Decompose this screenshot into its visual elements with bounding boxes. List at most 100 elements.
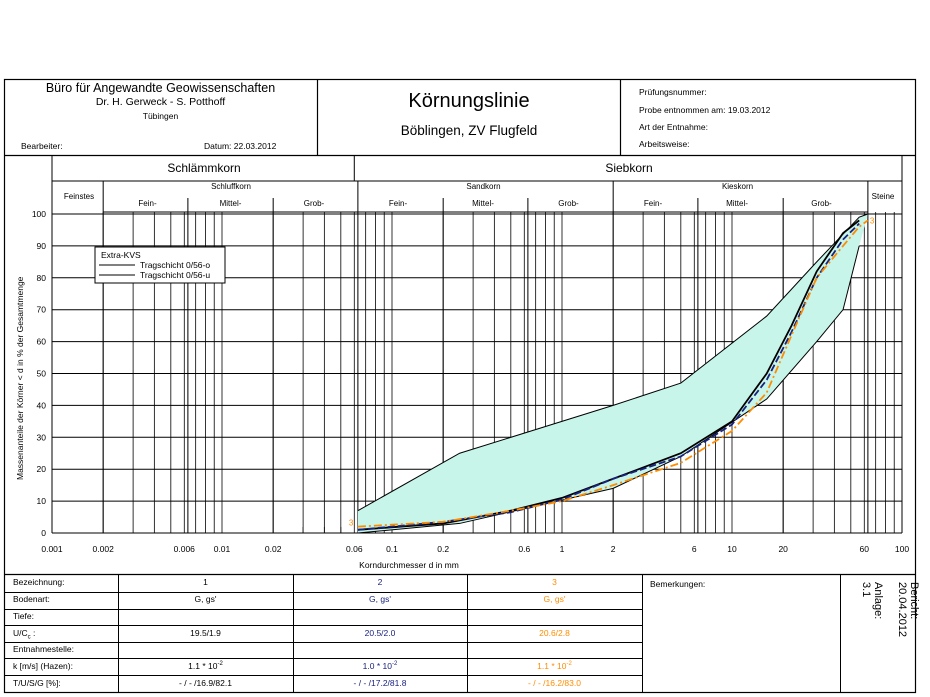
schluff-mittel-label: Mittel-	[219, 199, 242, 208]
legend-entry: Tragschicht 0/56-o	[140, 260, 210, 270]
table-cell: 1	[203, 577, 208, 587]
x-tick-label: 0.2	[437, 544, 449, 554]
x-tick-label: 0.002	[93, 544, 115, 554]
x-tick-label: 0.06	[346, 544, 363, 554]
test-number-label: Prüfungsnummer:	[639, 87, 707, 97]
page-title: Körnungslinie	[408, 90, 530, 112]
table-row-label: k [m/s] (Hazen):	[13, 661, 73, 671]
remarks-label: Bemerkungen:	[650, 579, 706, 589]
kies-grob-label: Grob-	[811, 199, 832, 208]
table-cell: G, gs'	[543, 594, 566, 604]
table-row-label: Bezeichnung:	[13, 577, 65, 587]
table-cell: G, gs'	[194, 594, 217, 604]
y-tick-label: 30	[37, 432, 47, 442]
envelope-lower-line	[357, 245, 860, 534]
schluff-fein-label: Fein-	[138, 199, 157, 208]
uc-subscript: c	[27, 634, 31, 641]
y-tick-label: 80	[37, 273, 47, 283]
kieskorn-label: Kieskorn	[721, 182, 754, 191]
date-label: Datum: 22.03.2012	[204, 141, 277, 151]
org-city: Tübingen	[142, 111, 179, 121]
report-label: Bericht:	[908, 582, 920, 620]
series-label-end: 3	[870, 216, 875, 225]
x-tick-label: 1	[560, 544, 565, 554]
x-tick-label: 0.6	[518, 544, 530, 554]
sample-taken-label: Probe entnommen am: 19.03.2012	[639, 105, 771, 115]
org-people: Dr. H. Gerweck - S. Potthoff	[95, 96, 226, 108]
table-cell: - / - /17.2/81.8	[353, 678, 407, 688]
x-axis-title: Korndurchmesser d in mm	[0, 561, 930, 570]
table-row-label: U/Cc :	[13, 628, 36, 641]
schluff-grob-label: Grob-	[303, 199, 325, 208]
report-date: 20.04.2012	[896, 582, 908, 638]
table-cell: 1.1 * 10-2	[188, 661, 223, 671]
k-exponent: -2	[217, 661, 223, 668]
series-line-3	[357, 219, 869, 528]
kies-mittel-label: Mittel-	[726, 199, 748, 208]
table-cell: 2	[377, 577, 383, 587]
x-tick-label: 6	[692, 544, 697, 554]
y-tick-label: 0	[41, 528, 46, 538]
k-exponent: -2	[566, 661, 572, 668]
feinstes-label: Feinstes	[63, 192, 95, 201]
schlaemmkorn-header: Schlämmkorn	[167, 161, 241, 175]
series-line-2	[357, 222, 860, 531]
page-subtitle: Böblingen, ZV Flugfeld	[400, 123, 538, 138]
sand-grob-label: Grob-	[558, 199, 579, 208]
envelope-upper-line	[357, 213, 869, 512]
annex-label: Anlage:	[872, 582, 884, 620]
x-tick-label: 0.1	[386, 544, 398, 554]
x-tick-label: 100	[895, 544, 909, 554]
x-tick-label: 0.006	[174, 544, 196, 554]
annex-value: 3.1	[860, 582, 872, 598]
series-line-1	[357, 219, 860, 531]
y-tick-label: 60	[37, 337, 47, 347]
table-row-label: Bodenart:	[13, 594, 50, 604]
table-row-label: Entnahmestelle:	[13, 644, 74, 654]
editor-label: Bearbeiter:	[21, 141, 63, 151]
sand-mittel-label: Mittel-	[472, 199, 494, 208]
x-tick-label: 10	[727, 544, 737, 554]
siebkorn-header: Siebkorn	[605, 161, 653, 175]
table-row-label: Tiefe:	[13, 611, 34, 621]
table-cell: 1.1 * 10-2	[537, 661, 572, 671]
envelope-area	[357, 214, 868, 533]
table-cell: 1.0 * 10-2	[362, 661, 398, 671]
org-name: Büro für Angewandte Geowissenschaften	[45, 81, 276, 95]
table-cell: 20.5/2.0	[364, 628, 396, 638]
sand-fein-label: Fein-	[388, 199, 408, 208]
schluffkorn-label: Schluffkorn	[211, 182, 251, 191]
sandkorn-label: Sandkorn	[466, 182, 501, 191]
table-cell: 20.6/2.8	[539, 628, 570, 638]
legend-entry: Tragschicht 0/56-u	[140, 270, 210, 280]
series-label-start: 3	[349, 519, 354, 528]
k-exponent: -2	[391, 661, 398, 668]
x-tick-label: 20	[778, 544, 788, 554]
table-row-label: T/U/S/G [%]:	[13, 678, 61, 688]
x-axis-title-text: Korndurchmesser d in mm	[359, 560, 459, 570]
x-tick-label: 0.001	[41, 544, 63, 554]
y-tick-label: 100	[32, 209, 46, 219]
table-cell: G, gs'	[369, 594, 391, 604]
y-tick-label: 40	[37, 400, 47, 410]
y-tick-label: 10	[37, 496, 47, 506]
table-cell: 3	[552, 577, 557, 587]
method-label: Arbeitsweise:	[639, 139, 690, 149]
y-tick-label: 50	[37, 369, 47, 379]
x-tick-label: 2	[611, 544, 616, 554]
kies-fein-label: Fein-	[643, 199, 663, 208]
legend-title: Extra-KVS	[101, 250, 141, 260]
steine-label: Steine	[871, 192, 895, 201]
table-cell: 19.5/1.9	[190, 628, 221, 638]
y-tick-label: 90	[37, 241, 47, 251]
table-cell: - / - /16.9/82.1	[179, 678, 232, 688]
y-tick-label: 20	[37, 464, 47, 474]
x-tick-label: 60	[860, 544, 870, 554]
x-tick-label: 0.02	[265, 544, 282, 554]
x-tick-label: 0.01	[214, 544, 231, 554]
table-cell: - / - /16.2/83.0	[528, 678, 581, 688]
sample-type-label: Art der Entnahme:	[639, 122, 708, 132]
